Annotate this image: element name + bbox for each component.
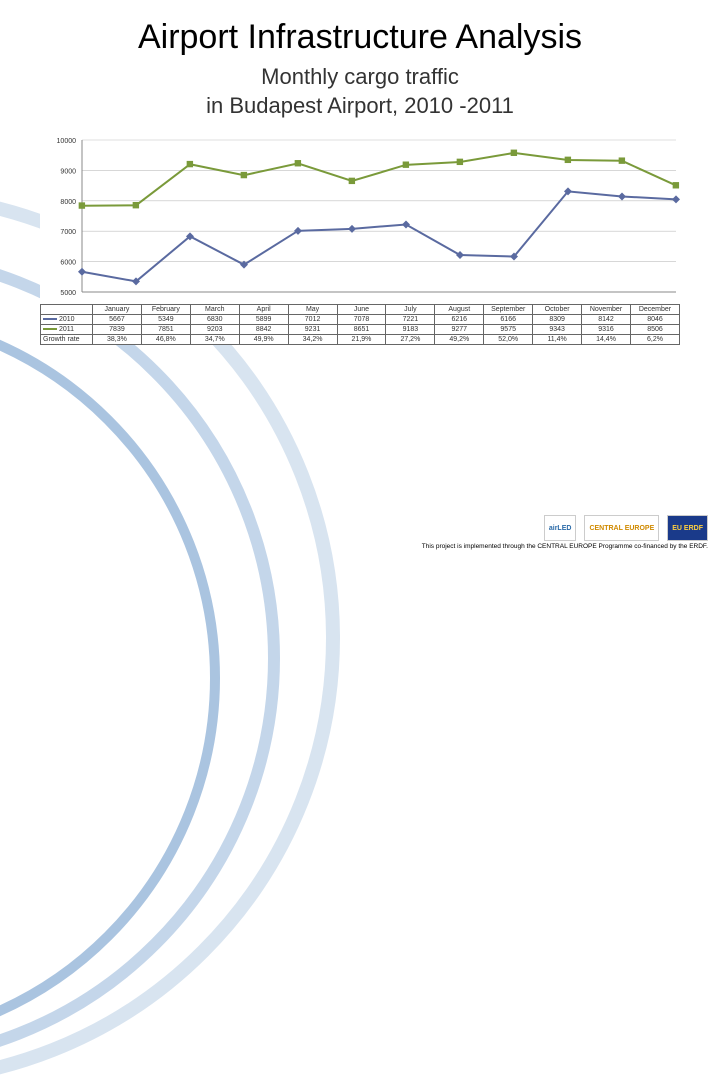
subtitle-line2: in Budapest Airport, 2010 -2011 bbox=[206, 93, 514, 118]
logo-eu-erdf: EU ERDF bbox=[667, 515, 708, 541]
page-subtitle: Monthly cargo traffic in Budapest Airpor… bbox=[0, 63, 720, 120]
logo-ce-label: CENTRAL EUROPE bbox=[589, 525, 654, 532]
logo-eu-label: EU ERDF bbox=[672, 525, 703, 532]
cargo-chart: 5000 6000 7000 8000 9000 10000 JanuaryFebruar… bbox=[40, 134, 680, 345]
logo-airled-label: airLED bbox=[549, 525, 572, 532]
bg-arc-3 bbox=[0, 308, 220, 1048]
svg-text:10000: 10000 bbox=[57, 138, 77, 145]
chart-canvas: 5000 6000 7000 8000 9000 10000 bbox=[40, 134, 680, 304]
svg-text:5000: 5000 bbox=[60, 290, 76, 297]
logo-airled: airLED bbox=[544, 515, 577, 541]
footer-logos: airLED CENTRAL EUROPE EU ERDF bbox=[422, 515, 708, 541]
bg-arc-2 bbox=[0, 248, 280, 1068]
svg-text:9000: 9000 bbox=[60, 169, 76, 176]
page-title: Airport Infrastructure Analysis bbox=[0, 18, 720, 57]
footer-text: This project is implemented through the … bbox=[422, 543, 708, 550]
svg-text:6000: 6000 bbox=[60, 260, 76, 267]
chart-data-table: JanuaryFebruaryMarchAprilMayJuneJulyAugu… bbox=[40, 304, 680, 345]
subtitle-line1: Monthly cargo traffic bbox=[261, 64, 459, 89]
logo-central-europe: CENTRAL EUROPE bbox=[584, 515, 659, 541]
svg-text:7000: 7000 bbox=[60, 229, 76, 236]
footer: airLED CENTRAL EUROPE EU ERDF This proje… bbox=[422, 515, 708, 550]
svg-text:8000: 8000 bbox=[60, 199, 76, 206]
